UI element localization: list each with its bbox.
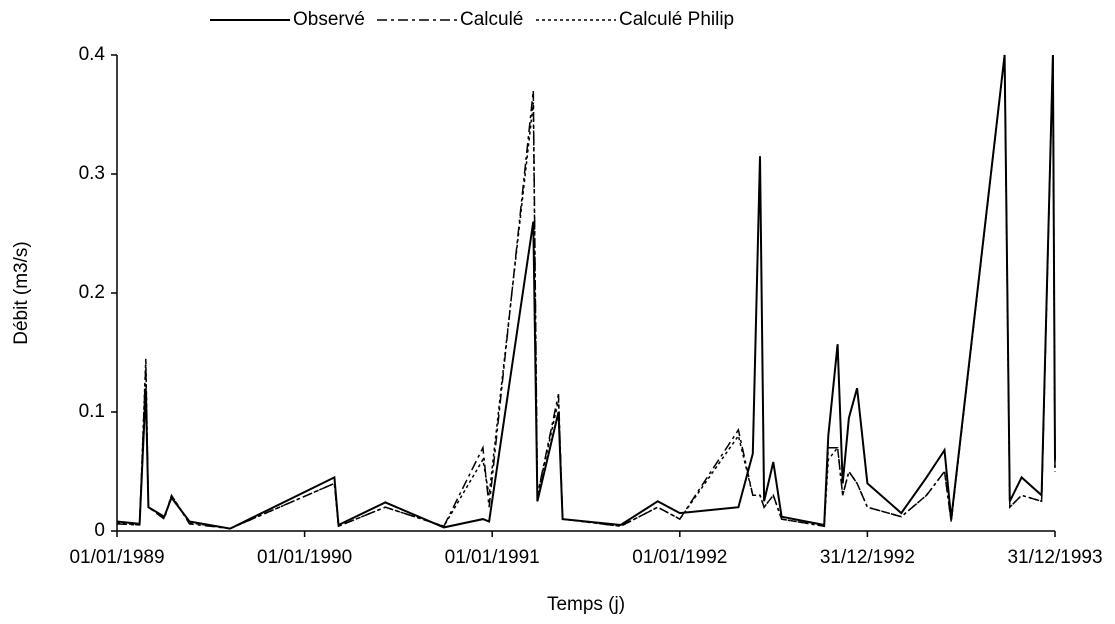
x-tick-label: 01/01/1991 bbox=[445, 547, 540, 568]
y-tick-label: 0.1 bbox=[79, 401, 105, 422]
series-line bbox=[116, 54, 1056, 530]
x-axis-label: Temps (j) bbox=[547, 594, 625, 615]
series-line bbox=[116, 54, 1056, 530]
y-tick-label: 0.3 bbox=[79, 163, 105, 184]
y-tick-label: 0.4 bbox=[79, 44, 106, 65]
legend-label: Calculé bbox=[460, 9, 523, 30]
x-tick-label: 01/01/1989 bbox=[69, 547, 164, 568]
legend-label: Observé bbox=[293, 9, 365, 30]
series-line bbox=[116, 54, 1056, 530]
y-axis-label: Débit (m3/s) bbox=[11, 241, 32, 344]
x-tick-label: 31/12/1992 bbox=[820, 547, 915, 568]
x-tick-label: 01/01/1992 bbox=[632, 547, 727, 568]
y-tick-label: 0.2 bbox=[79, 282, 105, 303]
x-tick-label: 01/01/1990 bbox=[257, 547, 352, 568]
legend-label: Calculé Philip bbox=[619, 9, 734, 30]
y-tick-label: 0 bbox=[94, 520, 105, 541]
x-tick-label: 31/12/1993 bbox=[1007, 547, 1102, 568]
